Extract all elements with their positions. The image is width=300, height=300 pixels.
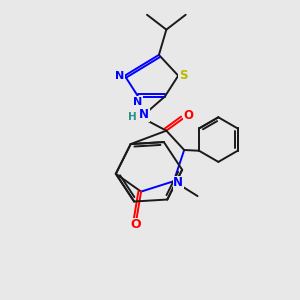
Text: O: O [184,109,194,122]
Text: N: N [134,97,143,107]
Text: H: H [128,112,137,122]
Text: O: O [130,218,141,231]
Text: N: N [173,176,183,189]
Text: N: N [115,71,124,81]
Text: S: S [179,69,188,82]
Text: N: N [139,108,149,122]
